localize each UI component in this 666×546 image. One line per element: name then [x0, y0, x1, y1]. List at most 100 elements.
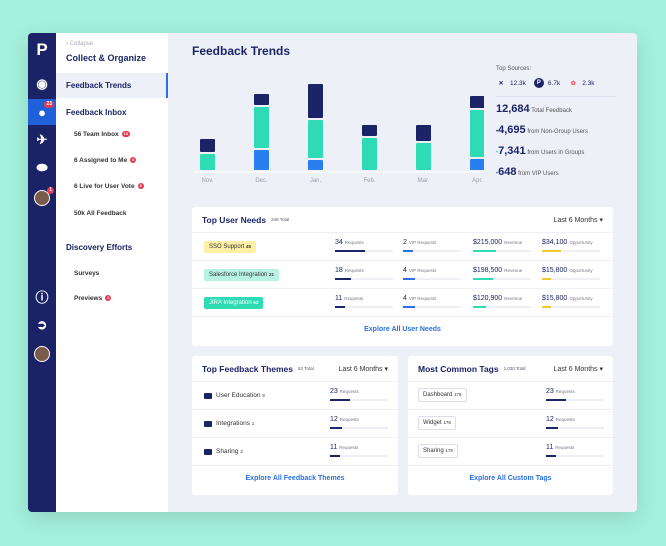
tag-name: Widget	[423, 420, 442, 426]
bar-segment[interactable]	[254, 107, 269, 148]
need-tag[interactable]: SSO Support 45	[204, 241, 257, 253]
need-tag[interactable]: Salesforce Integration 21	[204, 269, 280, 281]
metric-label: Requests	[339, 445, 359, 450]
metric-label: Revenue	[504, 268, 523, 273]
need-name: SSO Support	[209, 244, 245, 250]
breakdown-row: •648 from VIP Users	[496, 166, 559, 178]
total-feedback: 12,684 Total Feedback	[496, 103, 616, 115]
progress-bar	[403, 278, 461, 280]
bar-segment[interactable]	[470, 159, 484, 170]
theme-row[interactable]: Integrations 1 12 Requests	[192, 410, 398, 438]
sidebar-sub-previews[interactable]: Previews 2	[74, 295, 112, 302]
caret-down-icon: ▾	[599, 216, 603, 224]
eye-icon[interactable]: ◉	[36, 76, 48, 91]
bar-segment[interactable]	[416, 143, 431, 170]
sidebar-sub-team-inbox[interactable]: 56 Team Inbox 12	[74, 131, 131, 138]
metric-label: Opportunity	[569, 240, 593, 245]
page-title: Feedback Trends	[192, 44, 291, 58]
count-badge: 6	[130, 157, 137, 164]
range-dropdown[interactable]: Last 6 Months ▾	[339, 365, 388, 373]
user-need-row[interactable]: SSO Support 45 34 Requests 2 VIP Requests $21…	[192, 233, 613, 261]
need-tag[interactable]: JIRA Integration 53	[204, 297, 264, 309]
tag-pill[interactable]: Sharing 178	[418, 444, 458, 458]
metric: $15,800 Opportunity	[542, 267, 600, 280]
sidebar-sub-assigned[interactable]: 6 Assigned to Me 6	[74, 157, 137, 164]
avatar[interactable]	[28, 341, 56, 367]
explore-themes-link[interactable]: Explore All Feedback Themes	[245, 475, 345, 482]
bar-segment[interactable]	[254, 150, 269, 170]
bar-segment[interactable]	[308, 120, 323, 158]
card-title: Top Feedback Themes	[202, 363, 294, 374]
total-label: Total Feedback	[531, 108, 572, 114]
progress-bar	[335, 306, 393, 308]
bar-segment[interactable]	[200, 154, 215, 170]
progress-bar	[473, 278, 531, 280]
source-value: 6.7k	[547, 79, 561, 87]
metric: $34,100 Opportunity	[542, 239, 600, 252]
logout-icon[interactable]: ➲	[36, 317, 48, 332]
bar-segment[interactable]	[470, 110, 484, 157]
progress-bar	[403, 250, 461, 252]
metric-label: VIP Requests	[408, 268, 437, 273]
metric-label: Requests	[555, 445, 575, 450]
metric-value: 4	[403, 295, 407, 302]
theme-row[interactable]: User Education 9 23 Requests	[192, 382, 398, 410]
bar-segment[interactable]	[308, 160, 323, 170]
bar-segment[interactable]	[362, 125, 377, 136]
bar-segment[interactable]	[416, 125, 431, 141]
card-total: 1,030 Total	[503, 366, 526, 371]
sidebar-item-feedback-inbox[interactable]: Feedback Inbox	[66, 108, 127, 117]
metric-label: VIP Requests	[408, 296, 437, 301]
sidebar-sub-surveys[interactable]: Surveys	[74, 270, 100, 277]
tag-row[interactable]: Widget 178 12 Requests	[408, 410, 613, 438]
tag-pill[interactable]: Dashboard 176	[418, 388, 467, 402]
tag-row[interactable]: Dashboard 176 23 Requests	[408, 382, 613, 410]
bar-segment[interactable]	[200, 139, 215, 152]
chat-icon[interactable]: ● 23	[28, 99, 56, 125]
range-dropdown[interactable]: Last 6 Months ▾	[554, 216, 603, 224]
collapse-link[interactable]: ‹ Collapse	[66, 41, 94, 47]
user-need-row[interactable]: Salesforce Integration 21 18 Requests 4 VIP …	[192, 261, 613, 289]
label: 6 Assigned to Me	[74, 157, 128, 164]
stats-panel: Top Sources: ✕ 12.3k P 6.7k ✿ 2.3k 12,684 T…	[496, 66, 616, 187]
metric-label: Revenue	[504, 296, 523, 301]
sidebar-sub-all-feedback[interactable]: 50k All Feedback	[74, 210, 127, 217]
help-icon[interactable]: ⓘ	[35, 289, 49, 305]
bar-segment[interactable]	[308, 84, 323, 118]
range-label: Last 6 Months	[553, 216, 598, 224]
metric-value: 11	[335, 295, 343, 302]
metric-label: Requests	[339, 389, 359, 394]
metric-label: Requests	[555, 417, 575, 422]
explore-user-needs-link[interactable]: Explore All User Needs	[364, 326, 441, 333]
tag-row[interactable]: Sharing 178 11 Requests	[408, 438, 613, 466]
need-count: 53	[253, 300, 259, 305]
x-tick-label: Dec.	[255, 178, 268, 184]
explore-tags-link[interactable]: Explore All Custom Tags	[469, 475, 552, 482]
metric: 23 Requests	[330, 388, 388, 401]
toggle-icon[interactable]: ⬬	[36, 160, 48, 175]
metric-value: $120,900	[473, 295, 503, 302]
breakdown-value: 4,695	[498, 124, 526, 136]
breakdown-label: from Users in Groups	[527, 150, 585, 156]
theme-row[interactable]: Sharing 3 11 Requests	[192, 438, 398, 466]
bar-segment[interactable]	[254, 94, 269, 105]
rocket-icon[interactable]: ✈	[36, 132, 48, 147]
source-value: 2.3k	[582, 79, 595, 87]
metric: $198,500 Revenue	[473, 267, 531, 280]
top-sources-label: Top Sources:	[496, 66, 532, 72]
tag-count: 176	[454, 392, 462, 397]
count-badge: 2	[105, 295, 112, 302]
breakdown-label: from Non-Group Users	[527, 129, 588, 135]
user-need-row[interactable]: JIRA Integration 53 11 Requests 4 VIP Reques…	[192, 289, 613, 317]
tag-pill[interactable]: Widget 178	[418, 416, 456, 430]
sidebar-item-discovery[interactable]: Discovery Efforts	[66, 243, 133, 252]
range-dropdown[interactable]: Last 6 Months ▾	[554, 365, 603, 373]
sidebar-item-feedback-trends[interactable]: Feedback Trends	[56, 73, 168, 98]
avatar[interactable]: 1	[28, 185, 56, 211]
metric-value: 2	[403, 239, 407, 246]
bar-segment[interactable]	[362, 138, 377, 170]
logo-p-icon[interactable]: P	[36, 40, 48, 59]
bar-segment[interactable]	[470, 96, 484, 108]
inbox-badge: 23	[44, 101, 54, 108]
sidebar-sub-live-vote[interactable]: 6 Live for User Vote 6	[74, 183, 144, 190]
